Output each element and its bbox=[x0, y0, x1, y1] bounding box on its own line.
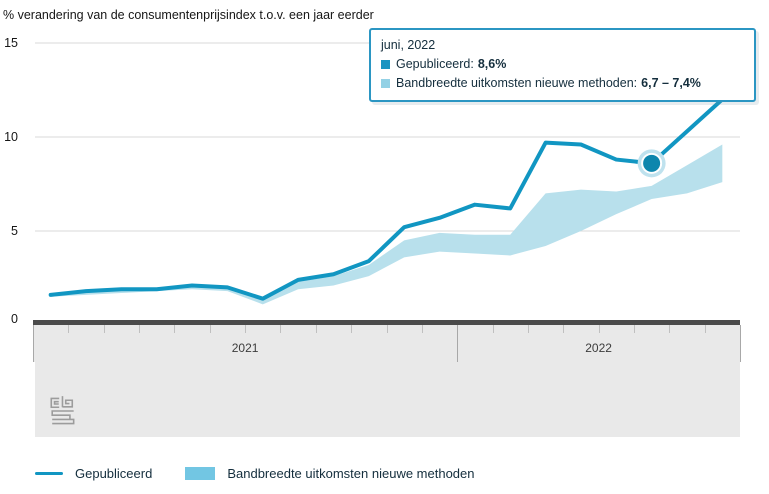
month-tick bbox=[421, 325, 423, 333]
band-swatch-icon bbox=[381, 79, 390, 88]
tooltip: juni, 2022 Gepubliceerd: 8,6% Bandbreedt… bbox=[369, 28, 756, 102]
published-swatch-icon bbox=[381, 60, 390, 69]
tooltip-row-band: Bandbreedte uitkomsten nieuwe methoden: … bbox=[381, 74, 744, 93]
month-tick bbox=[704, 325, 706, 333]
legend-published-label: Gepubliceerd bbox=[75, 466, 153, 481]
month-tick bbox=[351, 325, 353, 333]
tooltip-published-label: Gepubliceerd: bbox=[396, 57, 474, 71]
year-boundary-tick bbox=[740, 325, 741, 362]
month-tick bbox=[139, 325, 141, 333]
legend-band-label: Bandbreedte uitkomsten nieuwe methoden bbox=[227, 466, 475, 481]
page-title: % verandering van de consumentenprijsind… bbox=[3, 8, 374, 22]
year-boundary-tick bbox=[457, 325, 459, 362]
month-tick bbox=[492, 325, 494, 333]
year-boundary-tick bbox=[33, 325, 34, 362]
month-tick bbox=[174, 325, 176, 333]
month-tick bbox=[633, 325, 635, 333]
band-area bbox=[50, 144, 723, 305]
tooltip-band-label: Bandbreedte uitkomsten nieuwe methoden: bbox=[396, 76, 638, 90]
cbs-logo bbox=[50, 396, 75, 425]
legend: Gepubliceerd Bandbreedte uitkomsten nieu… bbox=[35, 466, 475, 481]
tooltip-published-value: 8,6% bbox=[477, 57, 507, 71]
tooltip-band-value: 6,7 – 7,4% bbox=[641, 76, 701, 90]
tooltip-row-published: Gepubliceerd: 8,6% bbox=[381, 55, 744, 74]
year-label-2022: 2022 bbox=[585, 341, 612, 355]
y-axis-tick-label: 0 bbox=[11, 312, 18, 326]
footer-panel bbox=[35, 362, 740, 437]
month-tick bbox=[209, 325, 211, 333]
highlight-dot[interactable] bbox=[641, 152, 663, 174]
month-tick bbox=[315, 325, 317, 333]
published-line-swatch-icon bbox=[35, 471, 63, 476]
month-tick bbox=[669, 325, 671, 333]
legend-item-published[interactable]: Gepubliceerd bbox=[35, 466, 152, 481]
month-tick bbox=[280, 325, 282, 333]
published-line bbox=[48, 97, 725, 301]
month-tick bbox=[598, 325, 600, 333]
month-tick bbox=[245, 325, 247, 333]
tooltip-date: juni, 2022 bbox=[381, 38, 436, 52]
legend-item-band[interactable]: Bandbreedte uitkomsten nieuwe methoden bbox=[185, 466, 475, 481]
timeline-slider[interactable]: 2021 2022 bbox=[33, 325, 741, 362]
x-axis-bar bbox=[33, 320, 740, 325]
y-axis-tick-label: 10 bbox=[4, 130, 18, 144]
month-tick bbox=[386, 325, 388, 333]
y-axis-tick-label: 5 bbox=[11, 224, 18, 238]
year-label-2021: 2021 bbox=[231, 341, 259, 355]
band-area-swatch-icon bbox=[185, 467, 216, 480]
month-tick bbox=[68, 325, 70, 333]
month-tick bbox=[527, 325, 529, 333]
y-axis-tick-label: 15 bbox=[4, 36, 18, 50]
month-tick bbox=[563, 325, 565, 333]
month-tick bbox=[103, 325, 105, 333]
